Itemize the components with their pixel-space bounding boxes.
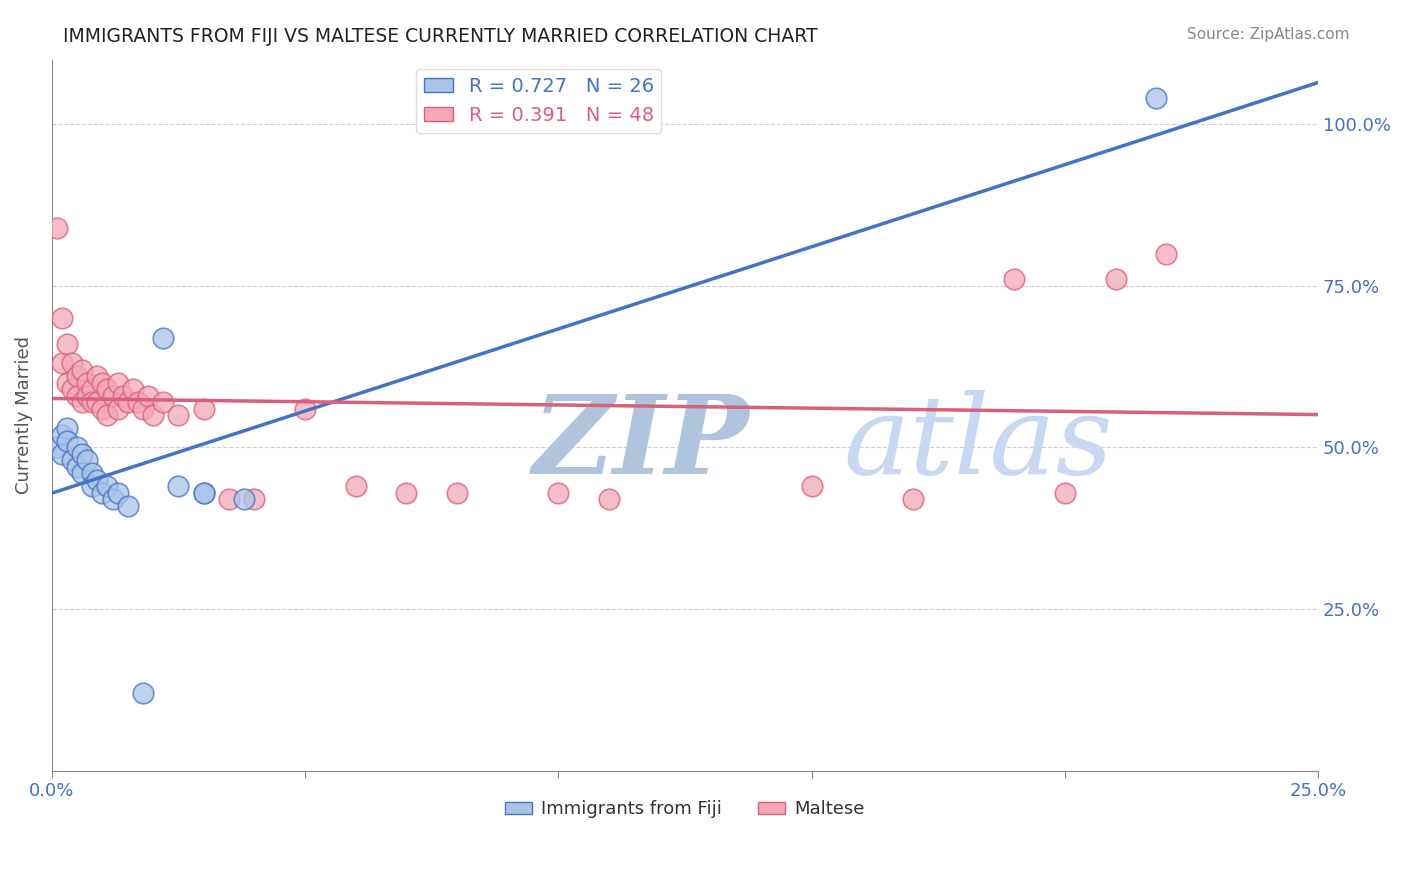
Point: [1053, 485, 1076, 500]
Point: [60, 453, 83, 467]
Point: [51, 427, 73, 442]
Point: [1154, 246, 1177, 260]
Point: [117, 395, 139, 409]
Point: [66, 441, 89, 455]
Point: [82, 479, 104, 493]
Point: [60, 356, 83, 370]
Point: [60, 382, 83, 396]
Point: [111, 389, 134, 403]
Point: [127, 395, 149, 409]
Point: [96, 408, 118, 422]
Point: [56, 376, 79, 390]
Point: [136, 389, 159, 403]
Point: [45, 220, 67, 235]
Point: [132, 686, 155, 700]
Point: [193, 401, 215, 416]
Point: [901, 492, 924, 507]
Point: [800, 479, 823, 493]
Point: [167, 408, 190, 422]
Point: [101, 492, 124, 507]
Point: [91, 401, 114, 416]
Point: [193, 485, 215, 500]
Text: IMMIGRANTS FROM FIJI VS MALTESE CURRENTLY MARRIED CORRELATION CHART: IMMIGRANTS FROM FIJI VS MALTESE CURRENTL…: [63, 27, 818, 45]
Point: [70, 395, 93, 409]
Point: [107, 376, 129, 390]
Point: [66, 389, 89, 403]
Point: [107, 401, 129, 416]
Text: ZIP: ZIP: [533, 390, 749, 498]
Y-axis label: Currently Married: Currently Married: [15, 336, 32, 494]
Point: [76, 389, 98, 403]
Point: [76, 376, 98, 390]
Point: [294, 401, 316, 416]
Point: [96, 382, 118, 396]
Point: [56, 421, 79, 435]
Legend: Immigrants from Fiji, Maltese: Immigrants from Fiji, Maltese: [498, 793, 872, 826]
Point: [82, 382, 104, 396]
Point: [152, 395, 174, 409]
Point: [91, 376, 114, 390]
Point: [82, 395, 104, 409]
Point: [56, 434, 79, 448]
Point: [152, 330, 174, 344]
Point: [70, 363, 93, 377]
Point: [233, 492, 256, 507]
Point: [547, 485, 569, 500]
Point: [1002, 272, 1025, 286]
Point: [142, 408, 165, 422]
Point: [193, 485, 215, 500]
Point: [86, 369, 108, 384]
Point: [86, 395, 108, 409]
Point: [344, 479, 367, 493]
Point: [91, 485, 114, 500]
Point: [70, 447, 93, 461]
Point: [598, 492, 620, 507]
Point: [51, 447, 73, 461]
Point: [70, 467, 93, 481]
Point: [76, 453, 98, 467]
Point: [82, 467, 104, 481]
Point: [45, 441, 67, 455]
Point: [446, 485, 468, 500]
Point: [121, 382, 143, 396]
Point: [86, 473, 108, 487]
Point: [107, 485, 129, 500]
Point: [117, 499, 139, 513]
Point: [243, 492, 266, 507]
Text: Source: ZipAtlas.com: Source: ZipAtlas.com: [1187, 27, 1350, 42]
Point: [167, 479, 190, 493]
Point: [218, 492, 240, 507]
Point: [96, 479, 118, 493]
Point: [1144, 91, 1167, 105]
Point: [66, 459, 89, 474]
Point: [51, 311, 73, 326]
Point: [66, 369, 89, 384]
Point: [101, 389, 124, 403]
Point: [395, 485, 418, 500]
Point: [51, 356, 73, 370]
Text: atlas: atlas: [844, 390, 1114, 498]
Point: [56, 337, 79, 351]
Point: [1104, 272, 1126, 286]
Point: [132, 401, 155, 416]
